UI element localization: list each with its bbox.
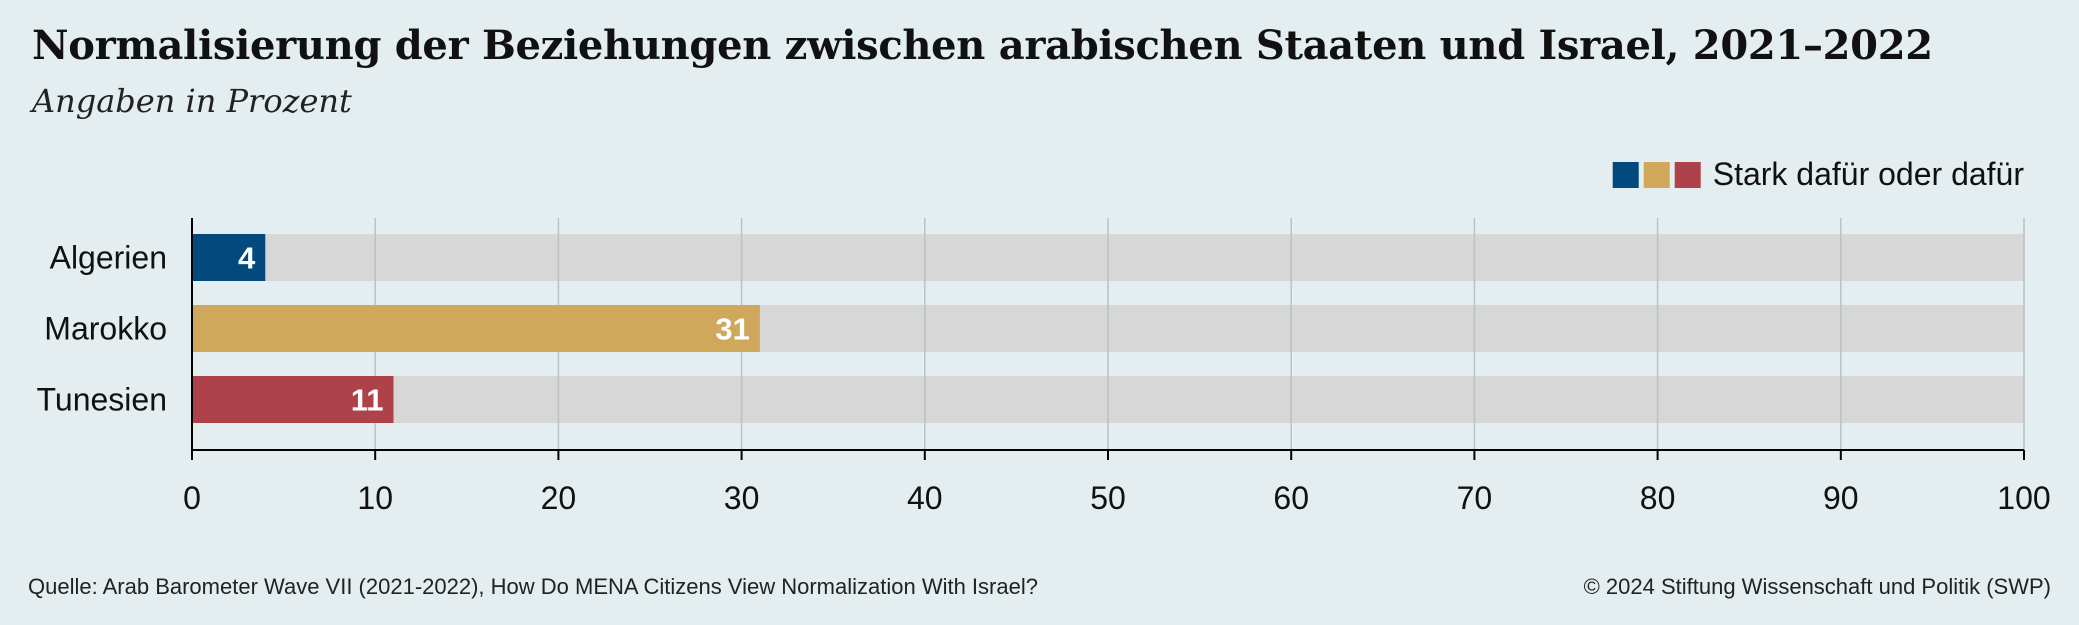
data-label-marokko: 31 [715,312,749,347]
page-subtitle: Angaben in Prozent [32,82,352,120]
x-tick-label-70: 70 [1457,480,1493,516]
legend-swatch-marokko [1643,162,1670,188]
data-label-tunesien: 11 [351,383,384,418]
legend-label: Stark dafür oder dafür [1713,156,2025,192]
legend-swatch-algerien [1612,162,1639,188]
x-tick-label-90: 90 [1823,480,1859,516]
x-tick-label-20: 20 [541,480,577,516]
legend-swatch-tunesien [1674,162,1701,188]
category-label-tunesien: Tunesien [37,382,167,418]
x-tick-label-10: 10 [357,480,393,516]
x-tick-label-50: 50 [1090,480,1126,516]
bar-marokko [192,305,760,352]
x-tick-label-80: 80 [1640,480,1676,516]
x-tick-label-60: 60 [1273,480,1309,516]
bar-algerien [192,234,266,281]
copyright-note: © 2024 Stiftung Wissenschaft und Politik… [1583,574,2051,599]
data-label-algerien: 4 [238,241,256,276]
x-tick-label-0: 0 [183,480,201,516]
category-label-algerien: Algerien [50,240,167,276]
x-tick-label-40: 40 [907,480,943,516]
page-title: Normalisierung der Beziehungen zwischen … [32,22,1933,69]
bar-tunesien [192,376,394,423]
source-note: Quelle: Arab Barometer Wave VII (2021-20… [28,574,1038,599]
x-tick-label-30: 30 [724,480,760,516]
x-tick-label-100: 100 [1997,480,2050,516]
category-label-marokko: Marokko [44,311,167,347]
